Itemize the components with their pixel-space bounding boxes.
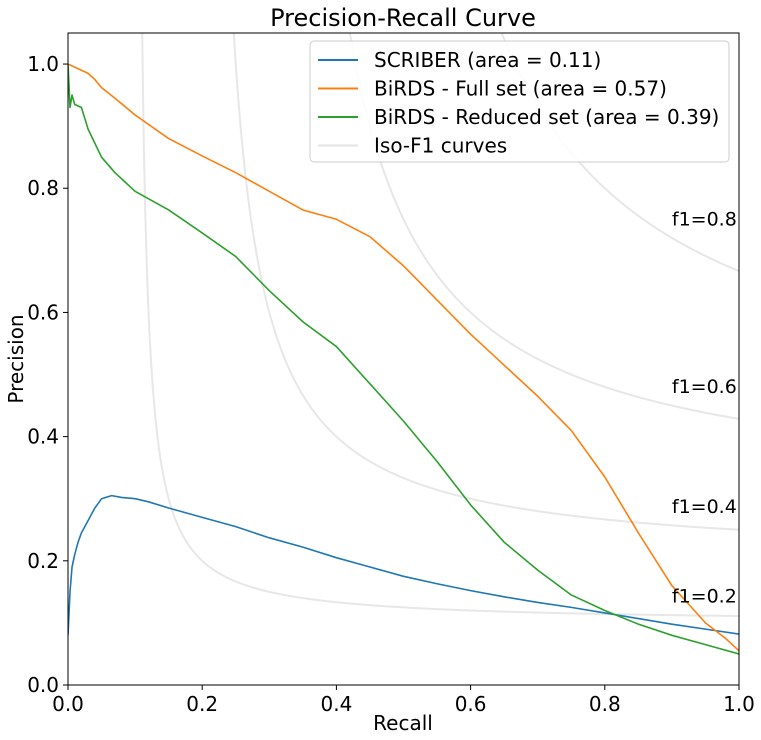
- iso-f1-curve: [141, 33, 739, 618]
- x-tick-label: 1.0: [723, 692, 755, 716]
- series-lines: [68, 63, 739, 655]
- series-line-1: [68, 63, 739, 652]
- y-tick-label: 1.0: [27, 52, 59, 76]
- iso-f1-label: f1=0.2: [672, 586, 737, 608]
- x-tick-label: 0.8: [589, 692, 621, 716]
- y-tick-label: 0.2: [27, 549, 59, 573]
- x-tick-label: 0.0: [52, 692, 84, 716]
- series-line-0: [68, 494, 739, 636]
- chart-title: Precision-Recall Curve: [270, 4, 536, 32]
- iso-f1-curve: [232, 33, 739, 531]
- legend-label: BiRDS - Full set (area = 0.57): [374, 77, 667, 101]
- iso-f1-curve: [348, 33, 739, 420]
- y-tick-label: 0.8: [27, 176, 59, 200]
- x-tick-label: 0.4: [320, 692, 352, 716]
- legend-box: [309, 40, 730, 163]
- legend-label: SCRIBER (area = 0.11): [374, 48, 601, 72]
- y-axis-label: Precision: [4, 314, 28, 403]
- legend: SCRIBER (area = 0.11) BiRDS - Full set (a…: [309, 40, 730, 163]
- iso-f1-label: f1=0.4: [672, 496, 737, 518]
- iso-f1-label: f1=0.8: [672, 208, 737, 230]
- x-tick-label: 0.2: [186, 692, 218, 716]
- y-tick-label: 0.6: [27, 300, 59, 324]
- x-axis-label: Recall: [373, 711, 433, 735]
- y-axis-ticks: 0.0 0.2 0.4 0.6 0.8 1.0: [27, 52, 68, 697]
- iso-f1-curves: [141, 33, 739, 618]
- iso-f1-labels: f1=0.2 f1=0.4 f1=0.6 f1=0.8: [672, 208, 737, 607]
- iso-f1-label: f1=0.6: [672, 376, 737, 398]
- legend-label: Iso-F1 curves: [374, 134, 507, 158]
- y-tick-label: 0.0: [27, 673, 59, 697]
- x-axis-ticks: 0.0 0.2 0.4 0.6 0.8 1.0: [52, 685, 755, 716]
- y-tick-label: 0.4: [27, 425, 59, 449]
- legend-label: BiRDS - Reduced set (area = 0.39): [374, 105, 719, 129]
- plot-frame: [67, 32, 740, 686]
- x-tick-label: 0.6: [455, 692, 487, 716]
- series-line-2: [68, 64, 739, 655]
